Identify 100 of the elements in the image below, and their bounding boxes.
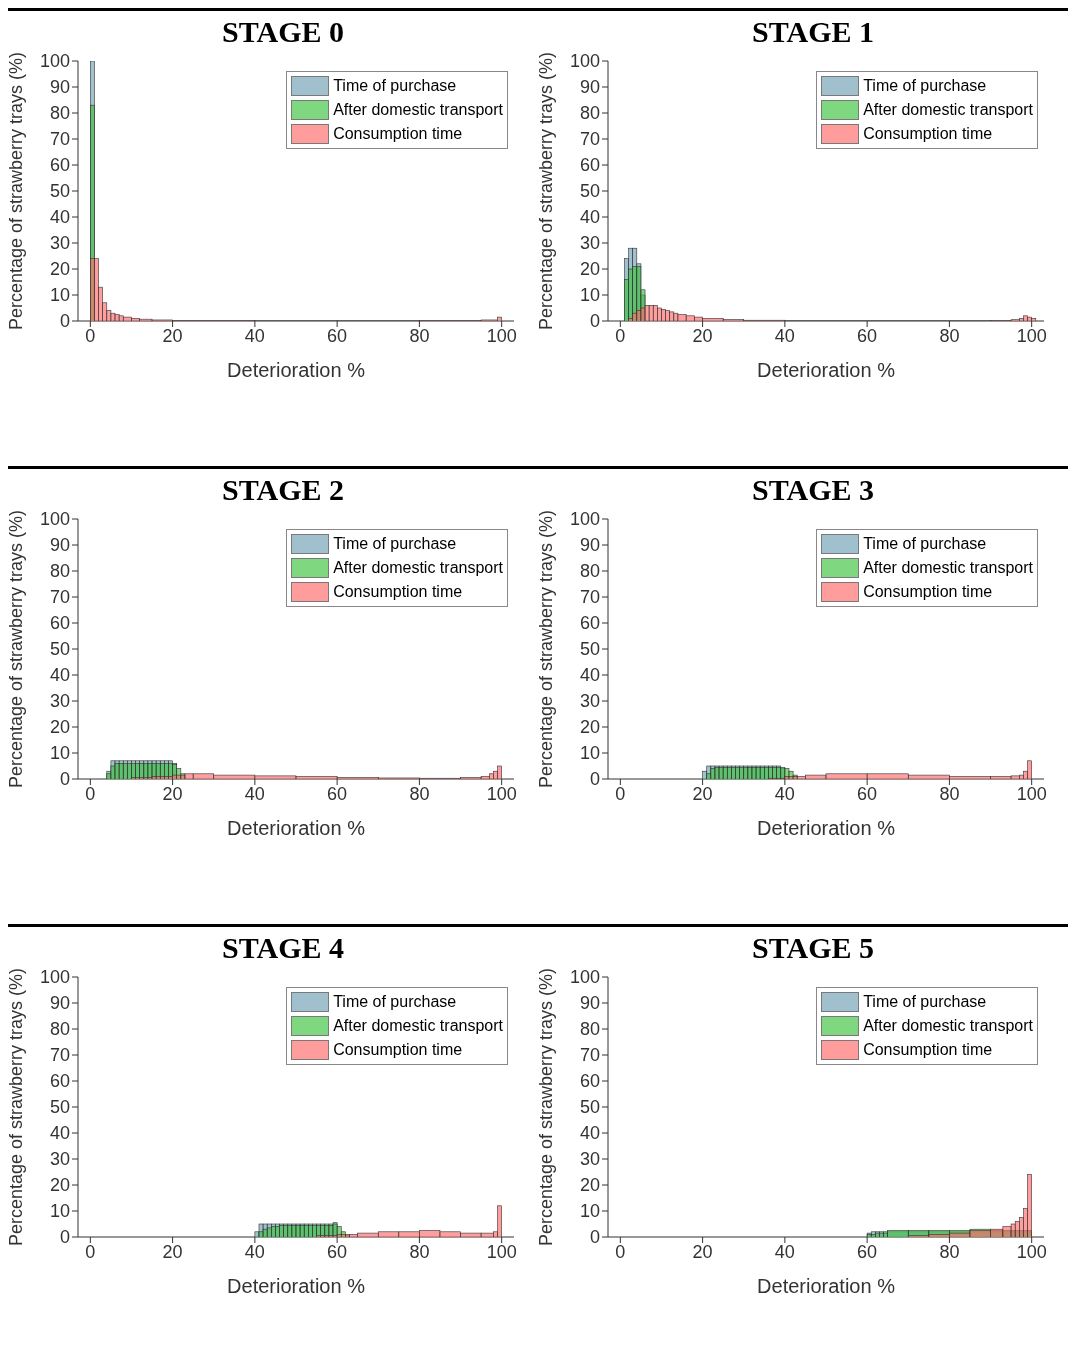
x-tick-label: 100 (1016, 783, 1047, 804)
y-tick-label: 100 (39, 509, 70, 530)
x-tick-label: 0 (85, 1241, 96, 1262)
y-tick-label: 20 (49, 259, 70, 280)
legend-label: After domestic transport (333, 101, 503, 119)
y-tick-label: 80 (49, 103, 70, 124)
y-tick-label: 40 (579, 1123, 600, 1144)
x-tick-label: 20 (162, 325, 183, 346)
y-tick-label: 20 (579, 259, 600, 280)
x-tick-label: 40 (244, 1241, 265, 1262)
y-tick-label: 50 (49, 181, 70, 202)
y-tick-label: 20 (579, 717, 600, 738)
x-tick-label: 80 (939, 325, 960, 346)
x-tick-label: 60 (857, 325, 878, 346)
legend-label: Time of purchase (333, 535, 457, 553)
y-tick-label: 90 (579, 993, 600, 1014)
x-tick-label: 20 (692, 325, 713, 346)
y-tick-label: 10 (49, 1201, 70, 1222)
legend-label: Consumption time (863, 1041, 993, 1059)
x-tick-label: 0 (615, 1241, 626, 1262)
x-tick-label: 60 (327, 783, 348, 804)
legend-label: Consumption time (333, 583, 463, 601)
x-tick-label: 0 (615, 325, 626, 346)
x-tick-label: 20 (692, 783, 713, 804)
y-tick-label: 60 (579, 1071, 600, 1092)
y-tick-label: 30 (579, 1149, 600, 1170)
legend-label: After domestic transport (333, 559, 503, 577)
x-tick-label: 100 (486, 325, 517, 346)
x-tick-label: 80 (409, 325, 430, 346)
chart-title: STAGE 0 (221, 14, 345, 50)
y-axis-title: Percentage of strawberry trays (%) (536, 967, 557, 1247)
y-axis-title: Percentage of strawberry trays (%) (536, 51, 557, 331)
x-tick-label: 100 (486, 783, 517, 804)
y-axis-title: Percentage of strawberry trays (%) (6, 509, 27, 789)
y-tick-label: 80 (579, 103, 600, 124)
y-tick-label: 10 (579, 1201, 600, 1222)
x-tick-label: 40 (774, 1241, 795, 1262)
y-tick-label: 10 (49, 285, 70, 306)
legend-label: Time of purchase (333, 77, 457, 95)
y-tick-label: 100 (569, 509, 600, 530)
y-tick-label: 40 (579, 207, 600, 228)
chart-title: STAGE 1 (751, 14, 875, 50)
x-tick-label: 80 (409, 783, 430, 804)
y-tick-label: 50 (579, 181, 600, 202)
y-tick-label: 0 (589, 311, 600, 332)
y-tick-label: 60 (49, 1071, 70, 1092)
x-tick-label: 60 (857, 1241, 878, 1262)
legend-label: Time of purchase (333, 993, 457, 1011)
y-tick-label: 50 (579, 1097, 600, 1118)
x-tick-label: 40 (244, 325, 265, 346)
y-tick-label: 100 (569, 967, 600, 988)
y-tick-label: 100 (39, 967, 70, 988)
y-tick-label: 90 (579, 535, 600, 556)
legend-label: Time of purchase (863, 535, 987, 553)
y-tick-label: 40 (49, 665, 70, 686)
legend-label: Time of purchase (863, 993, 987, 1011)
x-tick-label: 80 (409, 1241, 430, 1262)
x-tick-label: 60 (327, 1241, 348, 1262)
x-axis-title: Deterioration % (227, 1275, 366, 1297)
y-axis-title: Percentage of strawberry trays (%) (6, 967, 27, 1247)
y-tick-label: 60 (49, 613, 70, 634)
y-tick-label: 100 (39, 51, 70, 72)
x-tick-label: 100 (486, 1241, 517, 1262)
y-tick-label: 0 (59, 1227, 70, 1248)
y-tick-label: 70 (49, 1045, 70, 1066)
y-tick-label: 30 (579, 691, 600, 712)
y-tick-label: 50 (579, 639, 600, 660)
chart-title: STAGE 2 (221, 472, 345, 508)
y-tick-label: 0 (59, 311, 70, 332)
y-tick-label: 70 (49, 587, 70, 608)
y-tick-label: 0 (59, 769, 70, 790)
x-tick-label: 60 (327, 325, 348, 346)
x-tick-label: 20 (692, 1241, 713, 1262)
y-tick-label: 10 (579, 743, 600, 764)
x-tick-label: 40 (774, 783, 795, 804)
legend-label: After domestic transport (863, 101, 1033, 119)
chart-title: STAGE 3 (751, 472, 875, 508)
x-tick-label: 20 (162, 783, 183, 804)
y-tick-label: 80 (49, 1019, 70, 1040)
x-tick-label: 100 (1016, 325, 1047, 346)
y-tick-label: 10 (579, 285, 600, 306)
chart-title: STAGE 4 (221, 930, 345, 966)
legend-label: After domestic transport (863, 559, 1033, 577)
y-tick-label: 30 (49, 691, 70, 712)
y-tick-label: 80 (579, 1019, 600, 1040)
x-tick-label: 0 (85, 325, 96, 346)
y-tick-label: 60 (49, 155, 70, 176)
y-axis-title: Percentage of strawberry trays (%) (6, 51, 27, 331)
y-tick-label: 100 (569, 51, 600, 72)
x-axis-title: Deterioration % (757, 1275, 896, 1297)
y-tick-label: 70 (579, 587, 600, 608)
y-tick-label: 20 (579, 1175, 600, 1196)
x-tick-label: 20 (162, 1241, 183, 1262)
y-tick-label: 80 (49, 561, 70, 582)
y-axis-title: Percentage of strawberry trays (%) (536, 509, 557, 789)
legend-label: After domestic transport (863, 1017, 1033, 1035)
x-axis-title: Deterioration % (227, 817, 366, 839)
y-tick-label: 10 (49, 743, 70, 764)
legend-label: Consumption time (863, 125, 993, 143)
x-axis-title: Deterioration % (227, 359, 366, 381)
